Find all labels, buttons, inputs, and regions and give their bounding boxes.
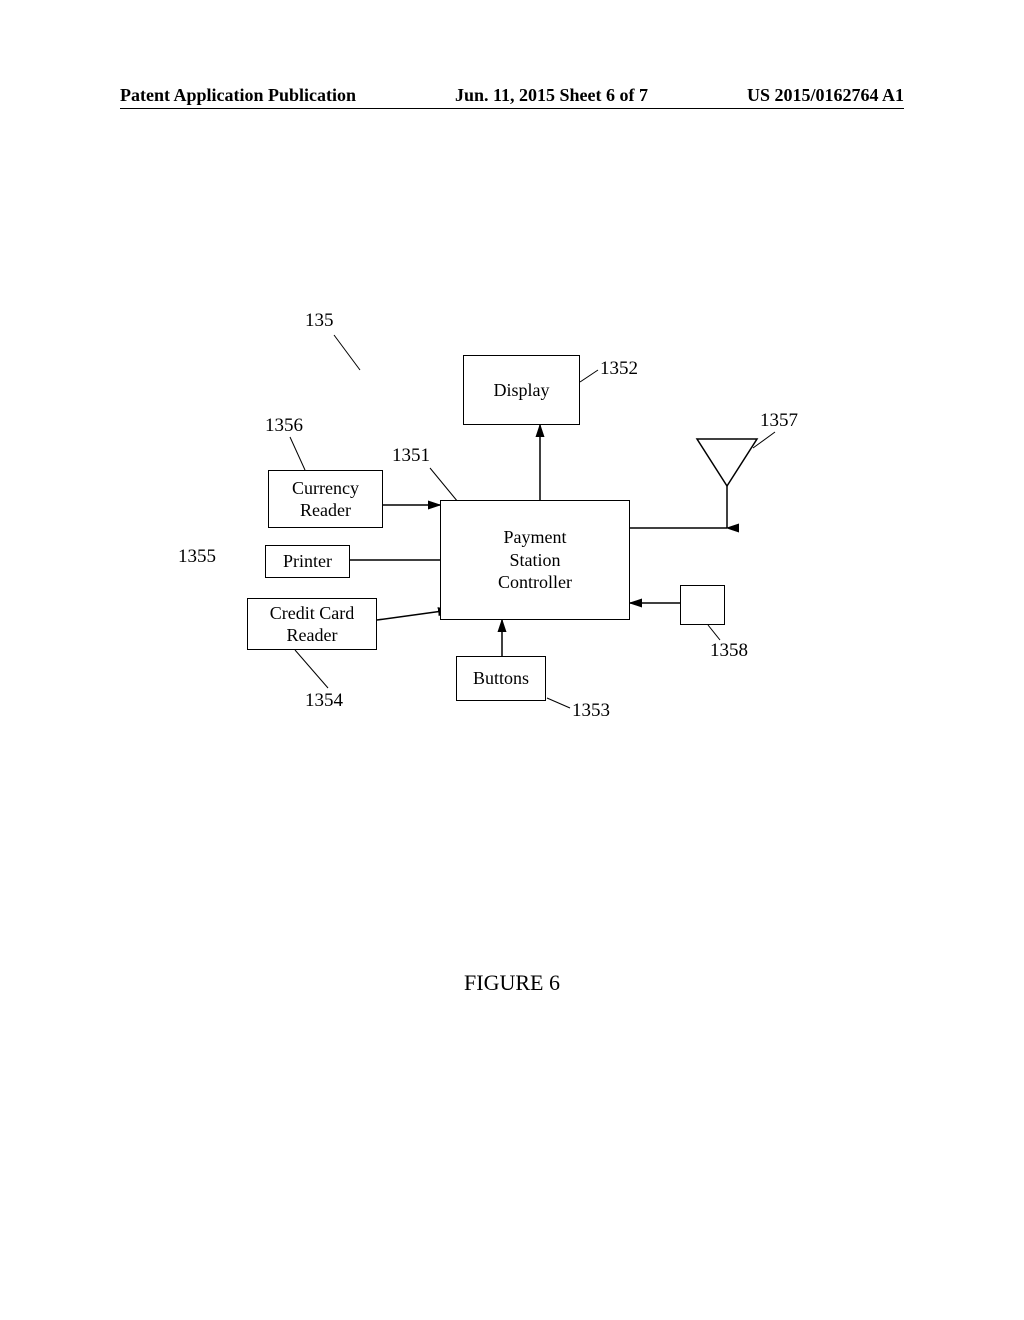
ref-1357: 1357 xyxy=(760,410,798,432)
ref-1355: 1355 xyxy=(178,546,216,568)
ref-1354: 1354 xyxy=(305,690,343,712)
ref-135: 135 xyxy=(305,310,334,332)
node-printer: Printer xyxy=(265,545,350,578)
patent-diagram: PaymentStationController Display CurrencyR… xyxy=(150,310,870,810)
ref-1351: 1351 xyxy=(392,445,430,467)
node-display: Display xyxy=(463,355,580,425)
ref-1352: 1352 xyxy=(600,358,638,380)
node-controller: PaymentStationController xyxy=(440,500,630,620)
page-header: Patent Application Publication Jun. 11, … xyxy=(0,85,1024,106)
header-left: Patent Application Publication xyxy=(120,85,356,106)
header-right: US 2015/0162764 A1 xyxy=(747,85,904,106)
header-rule xyxy=(120,108,904,109)
node-currency-reader: CurrencyReader xyxy=(268,470,383,528)
ref-1358: 1358 xyxy=(710,640,748,662)
ref-1356: 1356 xyxy=(265,415,303,437)
figure-caption: FIGURE 6 xyxy=(0,970,1024,996)
node-credit-card-reader: Credit CardReader xyxy=(247,598,377,650)
ref-1353: 1353 xyxy=(572,700,610,722)
node-buttons: Buttons xyxy=(456,656,546,701)
header-center: Jun. 11, 2015 Sheet 6 of 7 xyxy=(455,85,648,106)
node-port xyxy=(680,585,725,625)
